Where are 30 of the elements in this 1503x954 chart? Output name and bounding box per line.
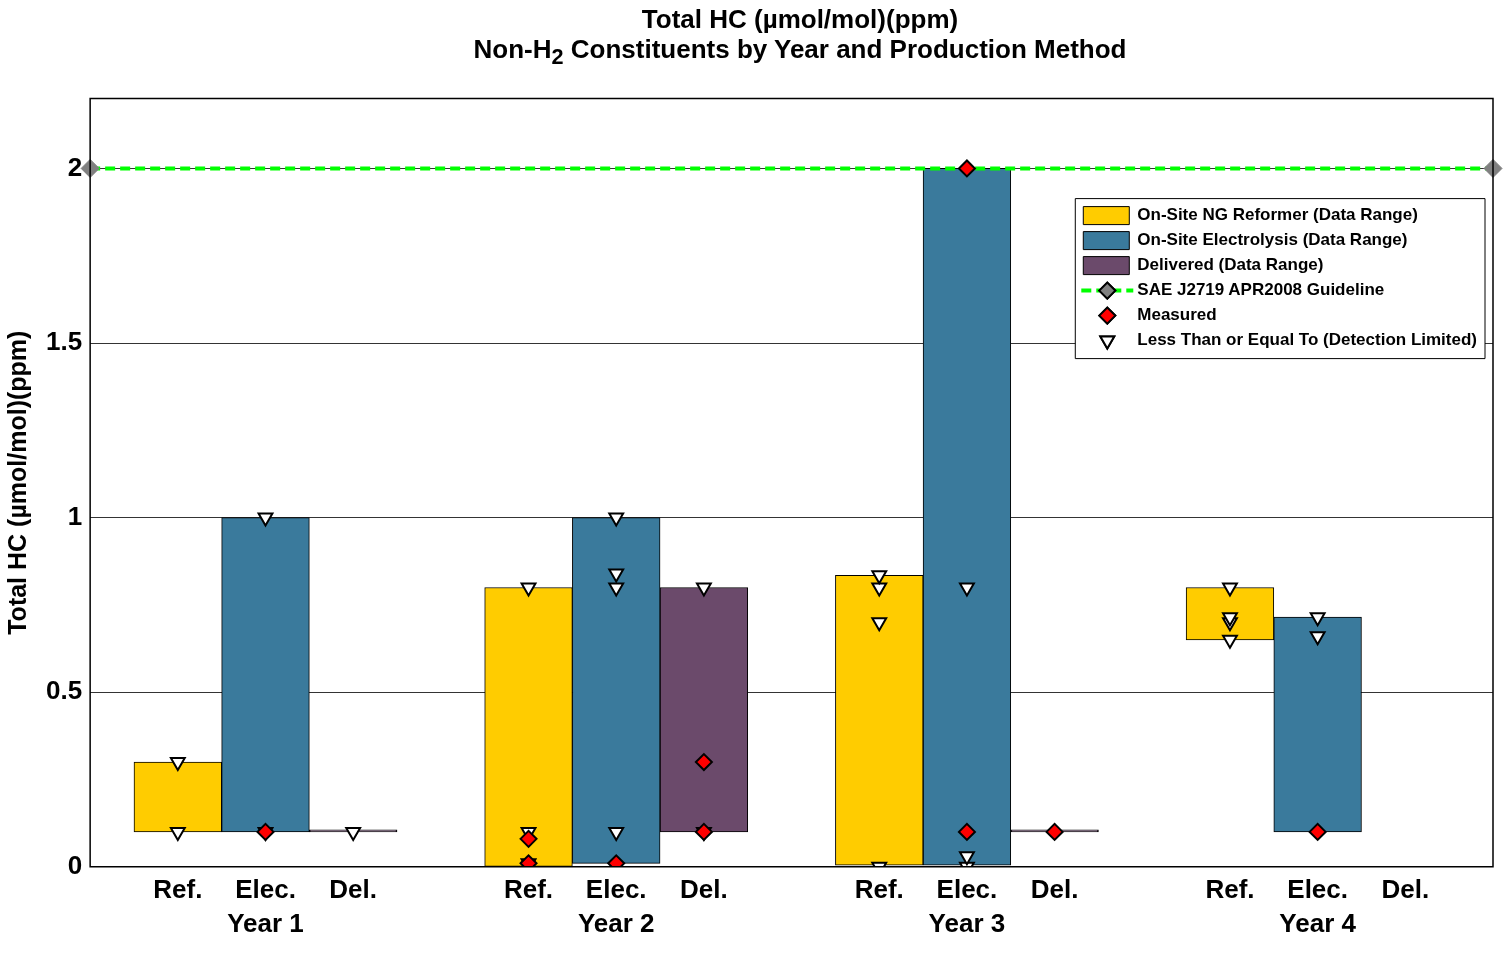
x-tick-label: Ref. [503, 873, 554, 904]
y-axis-title: Total HC (µmol/mol)(ppm) [2, 330, 31, 635]
legend-label: On-Site Electrolysis (Data Range) [1137, 230, 1408, 250]
legend-label: Less Than or Equal To (Detection Limited) [1137, 330, 1478, 350]
x-tick-label: Ref. [1205, 873, 1255, 904]
x-tick-label: Del. [680, 873, 728, 904]
x-tick-label: Del. [1381, 873, 1430, 904]
chart-title: Total HC (µmol/mol)(ppm) [640, 4, 960, 34]
x-tick-label: Elec. [1287, 873, 1348, 904]
chart-subtitle: Non-H$_{2}$ Constituents by Year and Production Method [472, 34, 1128, 72]
y-tick-label: 2 [67, 151, 83, 182]
y-tick-label: 1 [67, 500, 83, 531]
legend-label: Delivered (Data Range) [1137, 255, 1324, 275]
legend-label: On-Site NG Reformer (Data Range) [1137, 205, 1418, 225]
legend-label: Measured [1137, 305, 1217, 325]
text: Year 2 [577, 907, 655, 938]
x-tick-label: Del. [329, 873, 378, 904]
x-tick-label: Elec. [235, 873, 296, 904]
y-tick-label: 0.5 [45, 675, 83, 706]
x-tick-label: Del. [1030, 873, 1079, 904]
x-tick-label: Ref. [854, 873, 904, 904]
legend-label: SAE J2719 APR2008 Guideline [1137, 280, 1385, 300]
x-tick-label: Ref. [153, 873, 203, 904]
text: Year 3 [928, 907, 1006, 938]
text: Year 4 [1279, 907, 1357, 938]
text: Year 1 [227, 907, 304, 938]
y-tick-label: 1.5 [45, 326, 83, 357]
x-tick-label: Elec. [585, 873, 647, 904]
y-tick-label: 0 [67, 849, 83, 880]
x-tick-label: Elec. [936, 873, 998, 904]
